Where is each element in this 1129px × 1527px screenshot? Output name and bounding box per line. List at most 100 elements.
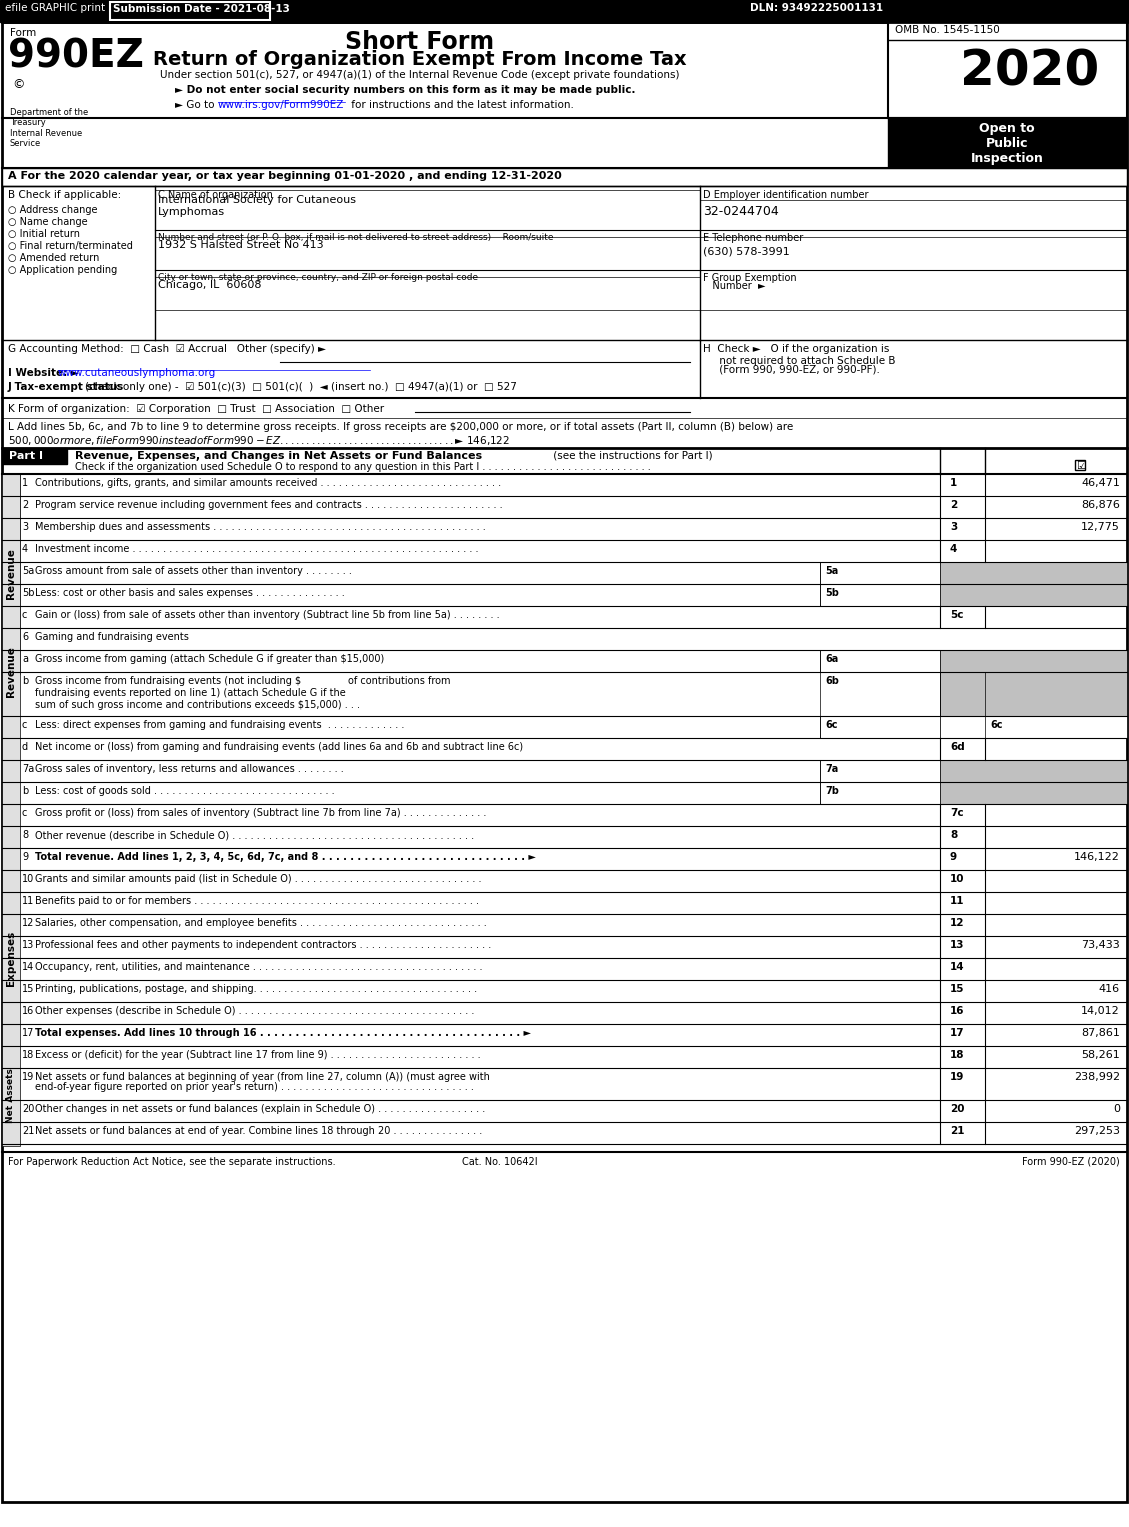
Text: 12: 12 — [949, 918, 964, 928]
Text: 416: 416 — [1099, 983, 1120, 994]
Text: www.irs.gov/Form990EZ: www.irs.gov/Form990EZ — [218, 99, 344, 110]
Text: Gross profit or (loss) from sales of inventory (Subtract line 7b from line 7a) .: Gross profit or (loss) from sales of inv… — [35, 808, 487, 818]
Text: Expenses: Expenses — [6, 930, 16, 985]
Text: 6a: 6a — [825, 654, 838, 664]
Text: For Paperwork Reduction Act Notice, see the separate instructions.: For Paperwork Reduction Act Notice, see … — [8, 1157, 335, 1167]
Text: 0: 0 — [1113, 1104, 1120, 1115]
Text: 15: 15 — [21, 983, 34, 994]
Bar — [2, 447, 67, 464]
Text: Less: cost or other basis and sales expenses . . . . . . . . . . . . . . .: Less: cost or other basis and sales expe… — [35, 588, 344, 599]
Bar — [940, 716, 1127, 738]
Text: c: c — [21, 721, 27, 730]
Text: (check only one) -  ☑ 501(c)(3)  □ 501(c)(  )  ◄ (insert no.)  □ 4947(a)(1) or  : (check only one) - ☑ 501(c)(3) □ 501(c)(… — [85, 382, 517, 392]
Text: E Telephone number: E Telephone number — [703, 234, 803, 243]
Bar — [889, 21, 1127, 118]
Text: Grants and similar amounts paid (list in Schedule O) . . . . . . . . . . . . . .: Grants and similar amounts paid (list in… — [35, 873, 481, 884]
Text: 8: 8 — [949, 831, 957, 840]
Text: 14: 14 — [949, 962, 964, 973]
Text: 297,253: 297,253 — [1074, 1125, 1120, 1136]
Text: Chicago, IL  60608: Chicago, IL 60608 — [158, 279, 262, 290]
Text: Net Assets: Net Assets — [7, 1069, 16, 1124]
Text: 32-0244704: 32-0244704 — [703, 205, 779, 218]
Text: 13: 13 — [949, 941, 964, 950]
Text: ○ Amended return: ○ Amended return — [8, 253, 99, 263]
Text: sum of such gross income and contributions exceeds $15,000) . . .: sum of such gross income and contributio… — [35, 699, 360, 710]
Bar — [2, 473, 20, 870]
Text: 7a: 7a — [21, 764, 34, 774]
Text: 7c: 7c — [949, 808, 964, 818]
Text: 19: 19 — [949, 1072, 964, 1083]
Text: 5b: 5b — [825, 588, 839, 599]
Text: Gross income from fundraising events (not including $               of contribut: Gross income from fundraising events (no… — [35, 676, 450, 686]
Text: International Society for Cutaneous
Lymphomas: International Society for Cutaneous Lymp… — [158, 195, 356, 217]
Bar — [940, 672, 1127, 716]
Text: 6c: 6c — [825, 721, 838, 730]
Text: $500,000 or more, file Form 990 instead of Form 990-EZ . . . . . . . . . . . . .: $500,000 or more, file Form 990 instead … — [8, 434, 510, 447]
Text: 4: 4 — [21, 544, 28, 554]
Text: 10: 10 — [949, 873, 964, 884]
Text: Excess or (deficit) for the year (Subtract line 17 from line 9) . . . . . . . . : Excess or (deficit) for the year (Subtra… — [35, 1051, 481, 1060]
Text: Membership dues and assessments . . . . . . . . . . . . . . . . . . . . . . . . : Membership dues and assessments . . . . … — [35, 522, 485, 531]
Text: ○ Address change: ○ Address change — [8, 205, 97, 215]
Text: 21: 21 — [949, 1125, 964, 1136]
Text: b: b — [21, 676, 28, 686]
Text: Program service revenue including government fees and contracts . . . . . . . . : Program service revenue including govern… — [35, 499, 502, 510]
Text: ©: © — [12, 78, 25, 92]
Text: Short Form: Short Form — [345, 31, 495, 53]
Text: 20: 20 — [949, 1104, 964, 1115]
Text: 8: 8 — [21, 831, 28, 840]
Text: Total expenses. Add lines 10 through 16 . . . . . . . . . . . . . . . . . . . . : Total expenses. Add lines 10 through 16 … — [35, 1028, 531, 1038]
Bar — [110, 2, 270, 20]
Text: Gross amount from sale of assets other than inventory . . . . . . . .: Gross amount from sale of assets other t… — [35, 567, 352, 576]
Text: 11: 11 — [21, 896, 34, 906]
Text: I Website: ►: I Website: ► — [8, 368, 82, 379]
Text: ○ Name change: ○ Name change — [8, 217, 88, 228]
Text: 238,992: 238,992 — [1074, 1072, 1120, 1083]
Text: 13: 13 — [21, 941, 34, 950]
Text: Number  ►: Number ► — [703, 281, 765, 292]
Text: 12: 12 — [21, 918, 34, 928]
Bar — [820, 782, 940, 805]
Text: Submission Date - 2021-08-13: Submission Date - 2021-08-13 — [113, 5, 290, 14]
Text: Net assets or fund balances at end of year. Combine lines 18 through 20 . . . . : Net assets or fund balances at end of ye… — [35, 1125, 482, 1136]
Text: 6c: 6c — [990, 721, 1003, 730]
Text: 7a: 7a — [825, 764, 838, 774]
Text: 9: 9 — [21, 852, 28, 863]
Bar — [820, 562, 940, 583]
Text: 21: 21 — [21, 1125, 34, 1136]
Bar — [1075, 460, 1085, 470]
Text: 3: 3 — [949, 522, 957, 531]
Text: ☑: ☑ — [1076, 461, 1086, 470]
Text: Contributions, gifts, grants, and similar amounts received . . . . . . . . . . .: Contributions, gifts, grants, and simila… — [35, 478, 501, 489]
Text: Cat. No. 10642I: Cat. No. 10642I — [462, 1157, 537, 1167]
Text: Gross income from gaming (attach Schedule G if greater than $15,000): Gross income from gaming (attach Schedul… — [35, 654, 384, 664]
Text: 87,861: 87,861 — [1082, 1028, 1120, 1038]
Text: not required to attach Schedule B: not required to attach Schedule B — [703, 356, 895, 366]
Text: end-of-year figure reported on prior year's return) . . . . . . . . . . . . . . : end-of-year figure reported on prior yea… — [35, 1083, 474, 1092]
Bar — [889, 118, 1127, 168]
Text: Net assets or fund balances at beginning of year (from line 27, column (A)) (mus: Net assets or fund balances at beginning… — [35, 1072, 490, 1083]
Bar — [820, 651, 940, 672]
Text: 18: 18 — [949, 1051, 964, 1060]
Text: 5a: 5a — [825, 567, 838, 576]
Text: 12,775: 12,775 — [1082, 522, 1120, 531]
Text: 6b: 6b — [825, 676, 839, 686]
Text: G Accounting Method:  □ Cash  ☑ Accrual   Other (specify) ►: G Accounting Method: □ Cash ☑ Accrual Ot… — [8, 344, 326, 354]
Text: A For the 2020 calendar year, or tax year beginning 01-01-2020 , and ending 12-3: A For the 2020 calendar year, or tax yea… — [8, 171, 562, 182]
Text: 20: 20 — [21, 1104, 34, 1115]
Text: Printing, publications, postage, and shipping. . . . . . . . . . . . . . . . . .: Printing, publications, postage, and shi… — [35, 983, 478, 994]
Text: 5a: 5a — [21, 567, 34, 576]
Text: Return of Organization Exempt From Income Tax: Return of Organization Exempt From Incom… — [154, 50, 686, 69]
Text: Department of the
Treasury
Internal Revenue
Service: Department of the Treasury Internal Reve… — [10, 108, 88, 148]
Text: 17: 17 — [949, 1028, 964, 1038]
Text: Number and street (or P. O. box, if mail is not delivered to street address)    : Number and street (or P. O. box, if mail… — [158, 234, 553, 241]
Text: H  Check ►   O if the organization is: H Check ► O if the organization is — [703, 344, 890, 354]
Text: www.cutaneouslymphoma.org: www.cutaneouslymphoma.org — [58, 368, 217, 379]
Text: Less: cost of goods sold . . . . . . . . . . . . . . . . . . . . . . . . . . . .: Less: cost of goods sold . . . . . . . .… — [35, 786, 334, 796]
Text: 15: 15 — [949, 983, 964, 994]
Text: Check if the organization used Schedule O to respond to any question in this Par: Check if the organization used Schedule … — [75, 463, 650, 472]
Text: 10: 10 — [21, 873, 34, 884]
Text: Gain or (loss) from sale of assets other than inventory (Subtract line 5b from l: Gain or (loss) from sale of assets other… — [35, 609, 500, 620]
Text: 18: 18 — [21, 1051, 34, 1060]
Text: 3: 3 — [21, 522, 28, 531]
